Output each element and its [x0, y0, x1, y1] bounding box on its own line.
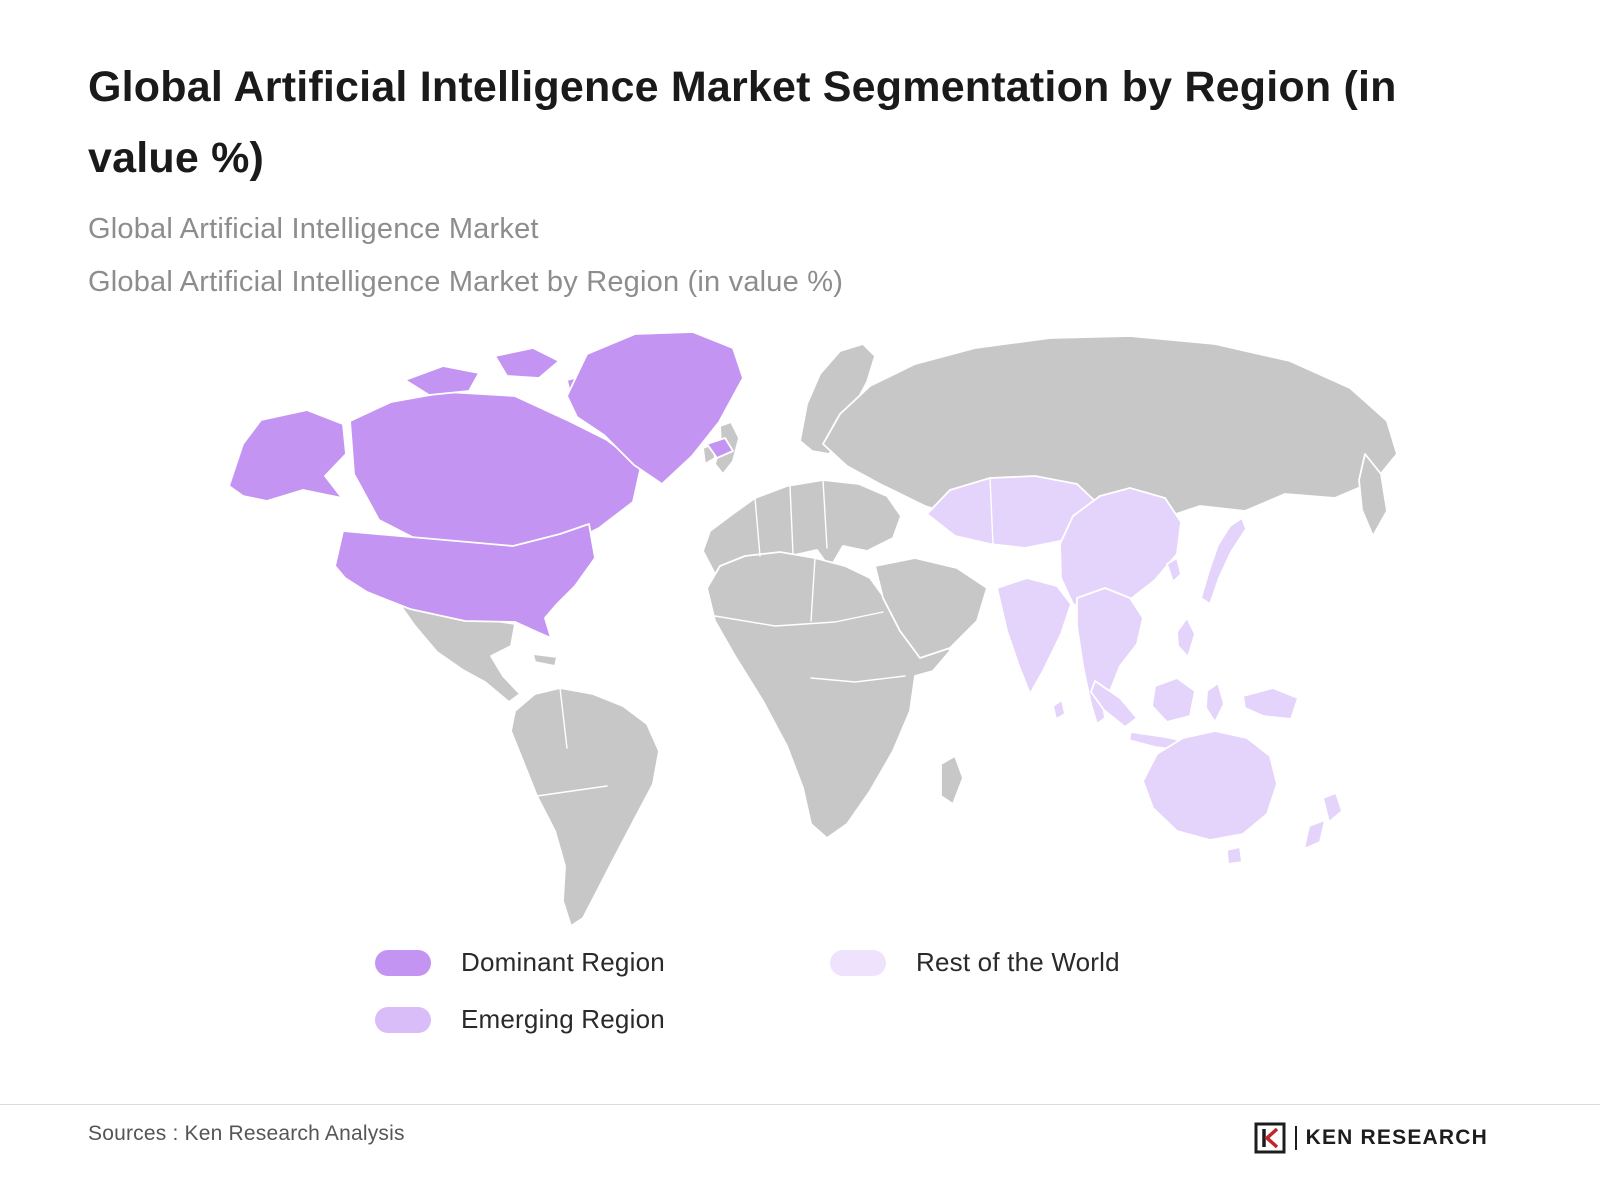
legend-item-dominant: Dominant Region [375, 947, 830, 978]
border-lines-asia [989, 477, 1038, 579]
region-greenland [566, 331, 744, 486]
region-korea [1166, 557, 1182, 584]
world-map [215, 326, 1410, 931]
legend-label-dominant: Dominant Region [461, 947, 665, 978]
page-title: Global Artificial Intelligence Market Se… [88, 63, 1397, 183]
region-china [1059, 487, 1182, 616]
region-new-zealand-south [1303, 819, 1326, 851]
region-australia [1142, 730, 1278, 842]
region-sri-lanka [1052, 699, 1066, 721]
subtitle-market: Global Artificial Intelligence Market [88, 212, 539, 245]
region-india [996, 577, 1072, 696]
legend-item-rest-of-world: Rest of the World [830, 947, 1260, 978]
legend-swatch-rest-of-world [830, 949, 886, 976]
region-usa [334, 523, 596, 640]
region-philippines [1176, 617, 1196, 659]
region-tasmania [1226, 846, 1243, 866]
region-borneo [1151, 677, 1196, 724]
region-cuba [532, 653, 558, 668]
ken-research-logo: KEN RESEARCH [1254, 1122, 1488, 1154]
region-scandinavia [799, 343, 876, 456]
border-lines-africa [714, 557, 906, 683]
region-canada-arctic-island-1 [404, 365, 480, 397]
legend-swatch-emerging [375, 1006, 431, 1033]
region-south-america [510, 687, 660, 928]
sources-text: Sources : Ken Research Analysis [88, 1122, 405, 1145]
world-map-svg [228, 331, 1398, 928]
legend-label-emerging: Emerging Region [461, 1004, 665, 1035]
logo-divider [1294, 1126, 1297, 1150]
region-kamchatka [1358, 453, 1388, 538]
region-canada [349, 391, 642, 556]
region-middle-east [874, 557, 988, 660]
legend-label-rest-of-world: Rest of the World [916, 947, 1120, 978]
subtitle-region: Global Artificial Intelligence Market by… [88, 265, 844, 298]
legend-item-emerging: Emerging Region [375, 1004, 830, 1035]
region-greenland-islet [706, 437, 734, 460]
region-new-zealand-north [1322, 792, 1343, 824]
legend: Dominant Region Rest of the World Emergi… [375, 947, 1260, 1035]
border-lines-south-america [536, 687, 608, 797]
brand-text: KEN RESEARCH [1305, 1126, 1488, 1149]
region-new-guinea [1242, 687, 1299, 721]
region-canada-arctic-island-2 [494, 347, 560, 380]
header: Global Artificial Intelligence Market Se… [0, 0, 1600, 308]
region-alaska [228, 409, 347, 503]
region-sumatra [1090, 680, 1138, 729]
region-madagascar [940, 755, 964, 806]
ken-research-logo-icon [1254, 1122, 1286, 1154]
region-japan [1200, 517, 1247, 606]
legend-swatch-dominant [375, 949, 431, 976]
border-lines-europe [754, 479, 828, 557]
footer: Sources : Ken Research Analysis KEN RESE… [0, 1104, 1600, 1200]
region-sulawesi [1205, 682, 1225, 724]
